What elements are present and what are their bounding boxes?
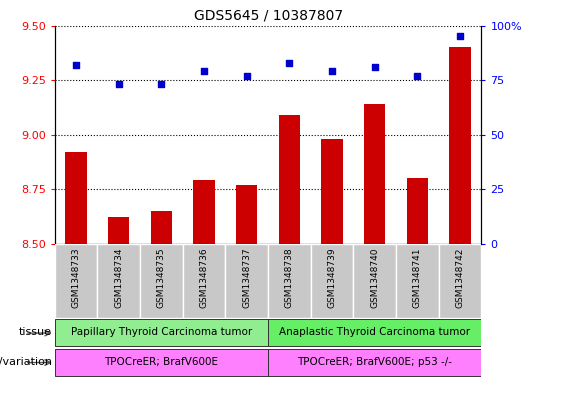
Point (199, 68, 208, 75)
Point (285, 59, 294, 66)
Bar (108, 217, 129, 244)
Text: GSM1348735: GSM1348735 (157, 248, 166, 308)
Point (370, 64, 379, 70)
Point (413, 73, 422, 79)
Bar (449, 47, 471, 244)
Point (72, 62, 81, 68)
Bar (354, 244, 396, 318)
Bar (55, 319, 268, 346)
Text: Anaplastic Thyroid Carcinoma tumor: Anaplastic Thyroid Carcinoma tumor (279, 327, 470, 338)
Bar (438, 244, 481, 318)
Text: GSM1348736: GSM1348736 (199, 248, 208, 308)
Point (242, 73, 251, 79)
Text: genotype/variation: genotype/variation (0, 357, 52, 367)
Bar (268, 319, 481, 346)
Bar (321, 139, 343, 244)
Text: GSM1348741: GSM1348741 (413, 248, 422, 308)
Text: TPOCreER; BrafV600E; p53 -/-: TPOCreER; BrafV600E; p53 -/- (297, 357, 452, 367)
Bar (193, 180, 215, 244)
Bar (140, 244, 183, 318)
Text: GSM1348734: GSM1348734 (114, 248, 123, 308)
Bar (151, 211, 172, 244)
Bar (236, 185, 258, 244)
Title: GDS5645 / 10387807: GDS5645 / 10387807 (194, 9, 342, 23)
Bar (364, 104, 385, 244)
Point (157, 81, 166, 88)
Bar (268, 244, 311, 318)
Point (328, 68, 337, 75)
Bar (55, 244, 97, 318)
Text: TPOCreER; BrafV600E: TPOCreER; BrafV600E (105, 357, 219, 367)
Text: Papillary Thyroid Carcinoma tumor: Papillary Thyroid Carcinoma tumor (71, 327, 252, 338)
Bar (311, 244, 354, 318)
Bar (66, 152, 87, 244)
Text: GSM1348740: GSM1348740 (370, 248, 379, 308)
Point (455, 33, 464, 40)
Bar (97, 244, 140, 318)
Bar (268, 349, 481, 376)
Bar (182, 244, 225, 318)
Text: GSM1348742: GSM1348742 (455, 248, 464, 308)
Text: tissue: tissue (19, 327, 52, 338)
Bar (225, 244, 268, 318)
Bar (407, 178, 428, 244)
Bar (396, 244, 438, 318)
Text: GSM1348733: GSM1348733 (72, 248, 81, 308)
Text: GSM1348737: GSM1348737 (242, 248, 251, 308)
Text: GSM1348739: GSM1348739 (328, 248, 337, 308)
Bar (279, 115, 300, 244)
Text: GSM1348738: GSM1348738 (285, 248, 294, 308)
Point (114, 81, 123, 88)
Bar (55, 349, 268, 376)
